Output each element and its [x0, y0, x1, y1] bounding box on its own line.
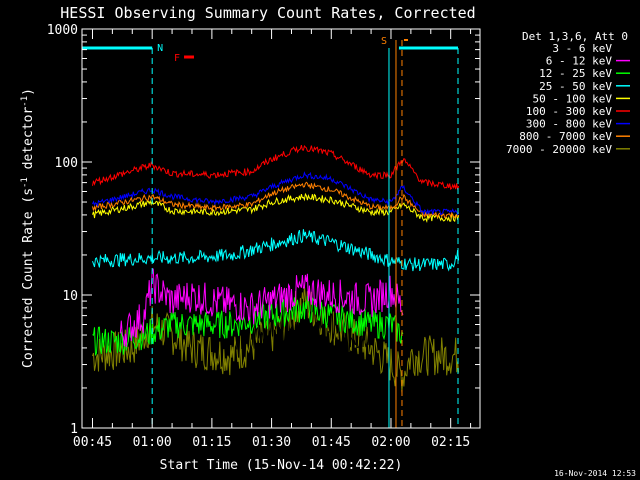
- plot-frame: [81, 28, 481, 429]
- x-tick-label-0115: 01:15: [192, 435, 231, 450]
- y-axis-label-sup1: -1: [20, 177, 30, 188]
- legend-header: Det 1,3,6, Att 0: [522, 30, 628, 43]
- timestamp: 16-Nov-2014 12:53: [554, 469, 636, 478]
- x-tick-label-0215: 02:15: [431, 435, 470, 450]
- legend-label-7000-20000-kev: 7000 - 20000 keV: [506, 143, 612, 156]
- series-line-800-7000-kev: [92, 181, 460, 219]
- y-tick-label-1: 1: [70, 422, 78, 437]
- data-layer: NF S: [82, 36, 460, 428]
- y-axis-label-mid: detector: [21, 107, 36, 178]
- legend-label-12-25-kev: 12 - 25 keV: [539, 67, 612, 80]
- y-axis-label-main: Corrected Count Rate (s: [21, 188, 36, 368]
- legend-label-50-100-kev: 50 - 100 keV: [533, 92, 613, 105]
- x-tick-label-0130: 01:30: [252, 435, 291, 450]
- series-line-12-25-kev: [92, 295, 404, 356]
- flag-label-s: S: [381, 36, 387, 47]
- series-line-300-800-kev: [92, 171, 460, 216]
- series-line-100-300-kev: [92, 144, 460, 191]
- y-tick-label-100: 100: [55, 156, 78, 171]
- flag-label-f: F: [174, 53, 180, 64]
- y-tick-label-1000: 1000: [47, 23, 78, 38]
- x-axis-label: Start Time (15-Nov-14 00:42:22): [160, 458, 403, 473]
- legend-label-300-800-kev: 300 - 800 keV: [526, 118, 612, 131]
- legend-label-100-300-kev: 100 - 300 keV: [526, 105, 612, 118]
- x-tick-label-0045: 00:45: [73, 435, 112, 450]
- y-axis-label-end: ): [21, 88, 36, 96]
- chart-title: HESSI Observing Summary Count Rates, Cor…: [60, 4, 475, 22]
- axes-layer: 1 10 100 1000 00:45 01:00 01:15 01:30 01:45 02:00…: [47, 23, 480, 450]
- series-line-50-100-kev: [92, 192, 460, 223]
- flag-label-n: N: [157, 43, 163, 54]
- x-tick-label-0145: 01:45: [312, 435, 351, 450]
- legend-label-3-6-kev: 3 - 6 keV: [552, 42, 612, 55]
- series-line-25-50-kev: [92, 229, 460, 272]
- legend-label-25-50-kev: 25 - 50 keV: [539, 80, 612, 93]
- legend-label-6-12-kev: 6 - 12 keV: [546, 55, 613, 68]
- x-tick-label-0200: 02:00: [371, 435, 410, 450]
- y-tick-label-10: 10: [62, 289, 78, 304]
- y-axis-label: Corrected Count Rate (s-1 detector-1): [20, 88, 36, 368]
- series-line-6-12-kev: [119, 268, 404, 348]
- legend-label-800-7000-kev: 800 - 7000 keV: [519, 130, 612, 143]
- y-axis-label-sup2: -1: [20, 96, 30, 107]
- x-tick-label-0100: 01:00: [133, 435, 172, 450]
